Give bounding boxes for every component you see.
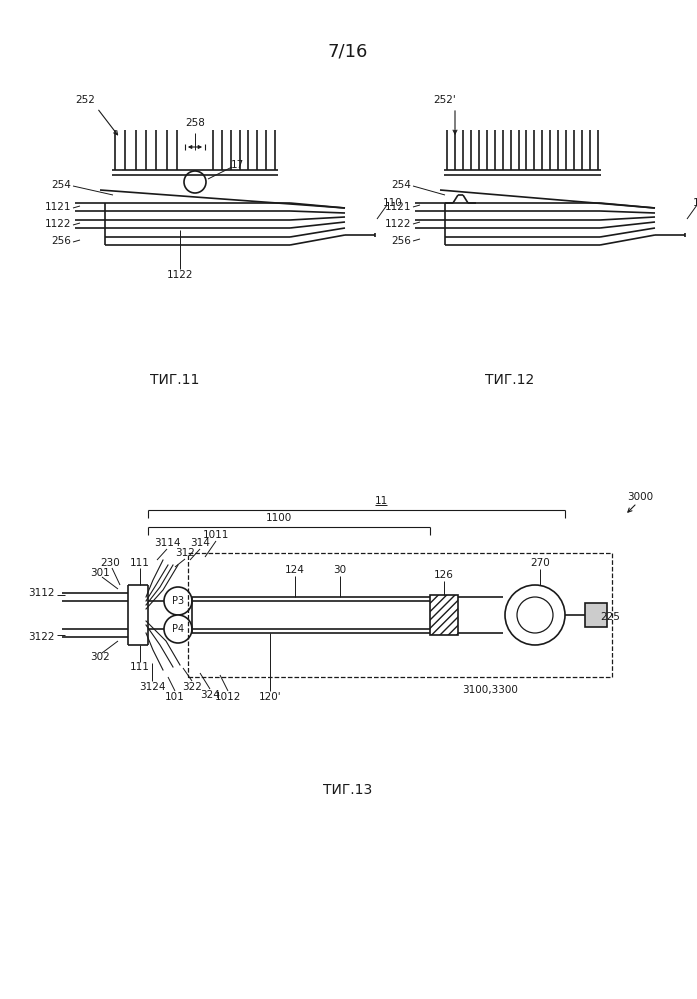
Text: ΤИГ.11: ΤИГ.11 <box>151 373 199 387</box>
Text: 312: 312 <box>175 548 195 558</box>
Circle shape <box>184 171 206 193</box>
Text: 301: 301 <box>90 568 110 578</box>
Text: 252: 252 <box>75 95 95 105</box>
Text: 270: 270 <box>530 558 550 568</box>
Text: 7/16: 7/16 <box>328 43 368 61</box>
Text: 1121: 1121 <box>45 202 71 212</box>
Text: 258: 258 <box>185 118 205 128</box>
Text: 120': 120' <box>259 692 282 702</box>
Circle shape <box>164 615 192 643</box>
Text: 3112: 3112 <box>29 588 55 598</box>
Circle shape <box>164 587 192 615</box>
Text: ΤИГ.13: ΤИГ.13 <box>323 783 373 797</box>
Text: 3114: 3114 <box>154 538 181 548</box>
Text: 256: 256 <box>51 236 71 246</box>
Text: 225: 225 <box>600 612 620 622</box>
Text: 252': 252' <box>434 95 457 105</box>
Text: 30: 30 <box>333 565 346 575</box>
Text: 256: 256 <box>391 236 411 246</box>
Text: 302: 302 <box>90 652 110 662</box>
Text: 17: 17 <box>231 160 244 170</box>
Text: 1012: 1012 <box>215 692 241 702</box>
Text: 11: 11 <box>374 496 388 506</box>
Text: 1011: 1011 <box>203 530 229 540</box>
Text: 3122: 3122 <box>29 632 55 642</box>
Text: 230: 230 <box>100 558 120 568</box>
Text: 1122: 1122 <box>385 219 411 229</box>
Text: 3000: 3000 <box>627 492 653 502</box>
Text: 1121: 1121 <box>385 202 411 212</box>
Text: P4: P4 <box>172 624 184 634</box>
Text: 322: 322 <box>182 682 202 692</box>
Bar <box>430 595 458 635</box>
Text: 1100: 1100 <box>266 513 292 523</box>
Bar <box>188 553 612 677</box>
Text: P3: P3 <box>172 596 184 606</box>
Text: 324: 324 <box>200 690 220 700</box>
Text: ΤИГ.12: ΤИГ.12 <box>485 373 535 387</box>
Text: 314: 314 <box>190 538 210 548</box>
Text: 111: 111 <box>130 662 150 672</box>
Text: 124: 124 <box>285 565 305 575</box>
Text: 1122: 1122 <box>167 270 193 280</box>
Text: 126: 126 <box>434 570 454 580</box>
Text: 1122: 1122 <box>45 219 71 229</box>
Text: 111: 111 <box>130 558 150 568</box>
Circle shape <box>505 585 565 645</box>
Text: 3124: 3124 <box>139 682 165 692</box>
Bar <box>585 603 607 627</box>
Text: 254: 254 <box>391 180 411 190</box>
Text: 3100,3300: 3100,3300 <box>462 685 518 695</box>
Text: 254: 254 <box>51 180 71 190</box>
Text: 101: 101 <box>165 692 185 702</box>
Text: 110: 110 <box>383 198 403 208</box>
Text: 110: 110 <box>693 198 697 208</box>
Circle shape <box>517 597 553 633</box>
